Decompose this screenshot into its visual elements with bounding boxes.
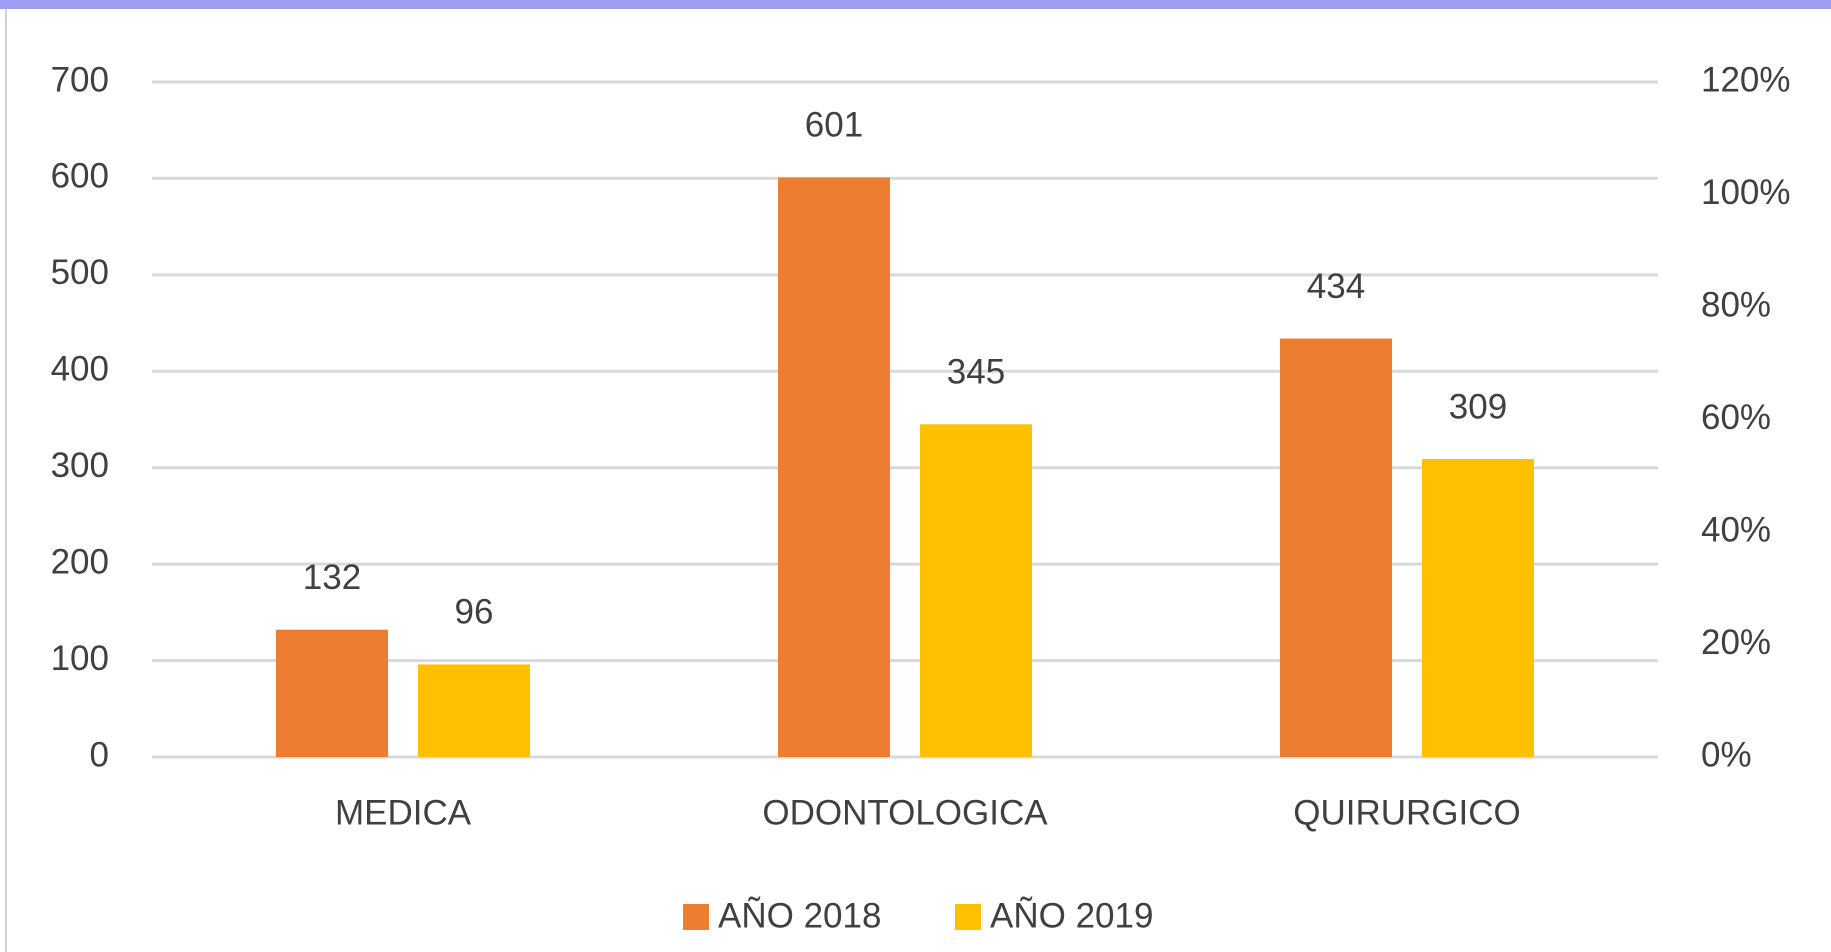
y-tick-label: 0 xyxy=(90,735,109,774)
y-tick-label: 500 xyxy=(51,253,109,292)
bar xyxy=(920,424,1032,757)
y-tick-label: 200 xyxy=(51,542,109,581)
bar xyxy=(418,664,530,757)
y-tick-label: 300 xyxy=(51,446,109,485)
top-band xyxy=(0,0,1831,9)
y-tick-label: 600 xyxy=(51,157,109,196)
y2-tick-label: 60% xyxy=(1701,398,1771,437)
y-tick-label: 100 xyxy=(51,639,109,678)
data-label: 309 xyxy=(1449,387,1507,426)
y2-tick-label: 120% xyxy=(1701,60,1791,99)
legend-label: AÑO 2019 xyxy=(990,896,1153,935)
legend-swatch xyxy=(683,904,709,930)
y2-tick-label: 40% xyxy=(1701,510,1771,549)
y2-tick-label: 80% xyxy=(1701,285,1771,324)
bar xyxy=(1422,459,1534,757)
y-tick-label: 400 xyxy=(51,350,109,389)
data-label: 601 xyxy=(805,106,863,145)
x-tick-label: MEDICA xyxy=(335,793,472,832)
legend-swatch xyxy=(955,904,981,930)
y2-tick-label: 0% xyxy=(1701,735,1752,774)
y-tick-label: 700 xyxy=(51,60,109,99)
bar xyxy=(1280,338,1392,757)
data-label: 132 xyxy=(303,558,361,597)
y2-tick-label: 20% xyxy=(1701,623,1771,662)
x-tick-label: ODONTOLOGICA xyxy=(762,793,1048,832)
bar xyxy=(276,629,388,757)
data-label: 434 xyxy=(1307,267,1365,306)
bar xyxy=(778,177,890,757)
data-label: 96 xyxy=(455,593,494,632)
y2-tick-label: 100% xyxy=(1701,173,1791,212)
legend-label: AÑO 2018 xyxy=(718,896,881,935)
data-label: 345 xyxy=(947,353,1005,392)
x-tick-label: QUIRURGICO xyxy=(1293,793,1521,832)
